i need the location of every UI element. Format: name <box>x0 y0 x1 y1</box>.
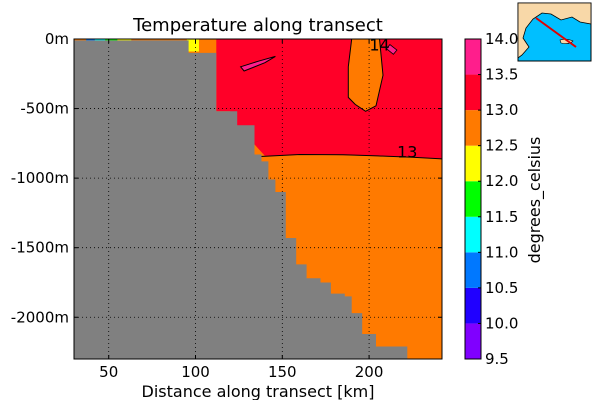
patch-13-5-to-14-left <box>239 55 276 72</box>
colorbar-tick-label: 11.5 <box>485 208 518 226</box>
y-tick-label: -500m <box>20 100 69 118</box>
inset-map-land <box>517 2 592 59</box>
x-tick-label: 150 <box>268 363 297 381</box>
plot-area: 13 14 <box>73 36 443 360</box>
colorbar-segment <box>465 110 481 146</box>
colorbar-tick-label: 13.0 <box>485 101 518 119</box>
colorbar-segment <box>465 181 481 217</box>
colorbar-segment <box>465 74 481 111</box>
inset-map-transect-line <box>535 17 577 48</box>
y-tick-label: -2000m <box>11 308 69 326</box>
x-axis-label: Distance along transect [km] <box>142 382 375 400</box>
patch-13-5-to-14-right <box>385 44 398 55</box>
inset-location-map <box>517 2 592 62</box>
colorbar-segment <box>465 216 481 253</box>
x-tick-label: 50 <box>99 363 118 381</box>
colorbar-tick-label: 10.0 <box>485 314 518 332</box>
colorbar-tick-label: 11.0 <box>485 243 518 261</box>
seabed-bathymetry <box>74 40 408 360</box>
colorbar-segment <box>465 39 481 75</box>
chart-title: Temperature along transect <box>132 15 383 36</box>
colorbar-tick-label: 10.5 <box>485 279 518 297</box>
x-tick-label: 200 <box>355 363 384 381</box>
colorbar-tick-label: 13.5 <box>485 66 518 84</box>
y-tick-label: -1500m <box>11 239 69 257</box>
cold-surface-patch-5 <box>186 39 199 52</box>
field-intrusion-12-5 <box>347 38 384 112</box>
colorbar-segment <box>465 252 481 288</box>
contour-line-13 <box>257 153 443 160</box>
colorbar-tick-label: 12.0 <box>485 172 518 190</box>
colorbar-tick-label: 12.5 <box>485 137 518 155</box>
colorbar-tick-label: 9.5 <box>485 350 509 368</box>
colorbar: 9.5 10.0 10.5 11.0 11.5 12.0 12.5 13.0 13.5 14.0 <box>464 30 518 368</box>
field-13-to-13-5 <box>216 39 442 159</box>
y-tick-label: -1000m <box>11 169 69 187</box>
colorbar-frame <box>464 38 482 360</box>
colorbar-tick-label: 14.0 <box>485 30 518 48</box>
contour-label-13: 13 <box>397 143 417 162</box>
colorbar-label: degrees_celsius <box>525 137 545 264</box>
colorbar-segment <box>465 145 481 182</box>
contour-label-14: 14 <box>369 36 389 55</box>
y-axis: 0m -500m -1000m -1500m -2000m <box>11 30 442 326</box>
y-tick-label: 0m <box>45 30 69 48</box>
colorbar-segment <box>465 323 481 359</box>
colorbar-segment <box>465 287 481 324</box>
x-axis: 50 100 150 200 <box>99 39 383 381</box>
plot-frame <box>73 38 443 360</box>
x-tick-label: 100 <box>181 363 210 381</box>
